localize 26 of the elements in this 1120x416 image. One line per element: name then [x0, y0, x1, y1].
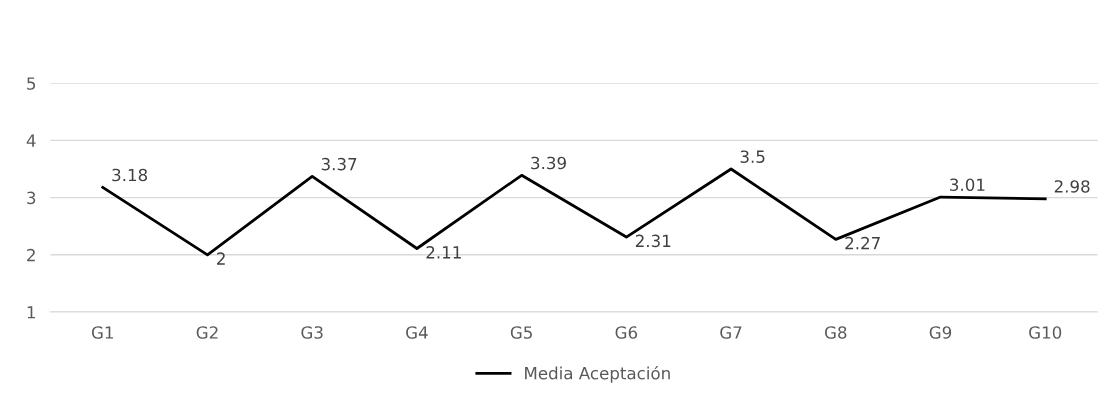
data-label: 3.39 — [531, 156, 566, 170]
x-tick-label: G3 — [301, 326, 323, 339]
data-label: 2.31 — [635, 234, 671, 248]
legend-label: Media Aceptación — [525, 365, 670, 383]
y-tick-label: 4 — [26, 134, 36, 147]
x-tick-label: G7 — [720, 326, 742, 339]
data-label: 3.37 — [321, 157, 357, 171]
x-tick-label: G2 — [196, 326, 218, 339]
y-tick-label: 3 — [27, 191, 36, 205]
x-tick-label: G5 — [510, 326, 532, 339]
data-label: 2 — [217, 252, 225, 265]
data-label: 2.98 — [1054, 180, 1090, 193]
data-label: 3.18 — [112, 168, 148, 182]
data-label: 3.5 — [740, 150, 765, 163]
x-tick-label: G10 — [1029, 326, 1062, 339]
x-tick-label: G8 — [824, 326, 847, 339]
x-tick-label: G9 — [929, 326, 952, 339]
y-tick-label: 1 — [27, 306, 35, 319]
data-label: 3.01 — [950, 178, 985, 192]
x-tick-label: G1 — [91, 326, 113, 339]
data-label: 2.27 — [845, 236, 880, 250]
y-tick-label: 5 — [27, 77, 36, 90]
x-tick-label: G4 — [406, 326, 428, 339]
data-label: 2.11 — [426, 246, 461, 259]
x-tick-label: G6 — [615, 326, 638, 339]
y-tick-label: 2 — [27, 248, 35, 262]
